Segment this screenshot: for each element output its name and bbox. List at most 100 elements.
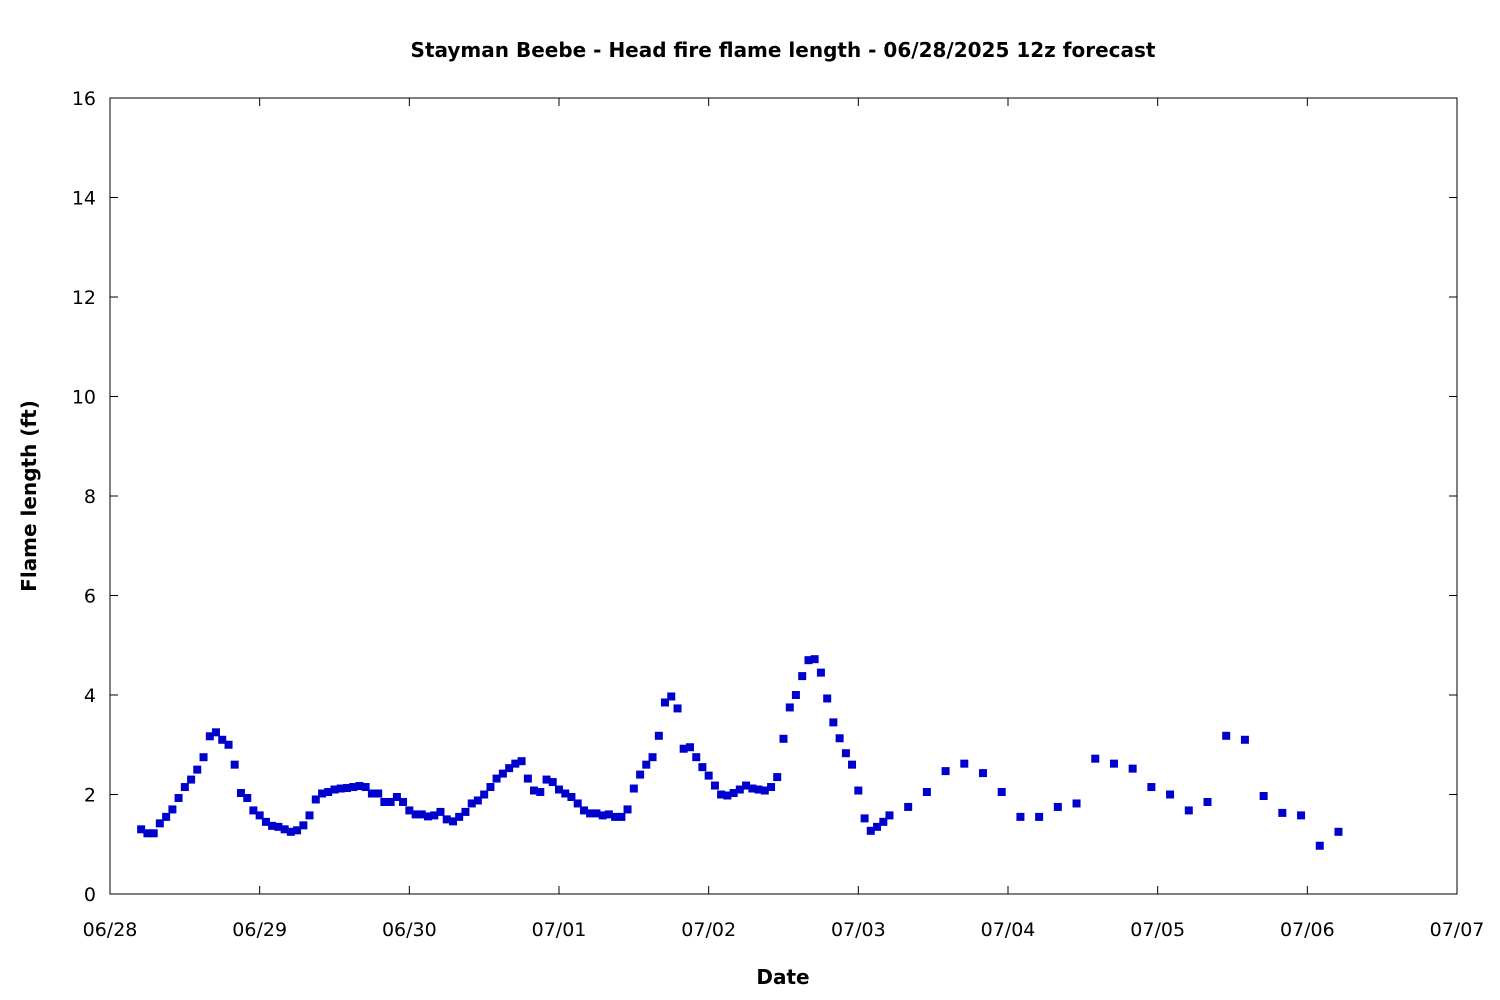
data-point (816, 668, 825, 677)
data-point (498, 769, 507, 778)
data-point (854, 786, 863, 795)
data-point (798, 672, 807, 681)
data-point (505, 764, 514, 773)
data-point (467, 799, 476, 808)
y-tick-label: 6 (84, 586, 96, 608)
data-point (274, 822, 283, 831)
data-point (1091, 754, 1100, 763)
data-point (361, 783, 370, 792)
y-tick-labels: 0 2 4 6 8 10 12 14 16 (72, 88, 96, 906)
data-point (230, 760, 239, 769)
data-point (667, 692, 676, 701)
data-point (193, 765, 202, 774)
data-point (355, 782, 364, 791)
x-tick-label: 07/06 (1280, 919, 1335, 941)
data-point (1278, 808, 1287, 817)
y-tick-label: 16 (72, 88, 96, 110)
data-point (598, 811, 607, 820)
x-tick-label: 06/29 (232, 919, 287, 941)
axis-ticks (109, 97, 1458, 895)
data-point (698, 763, 707, 772)
data-point (299, 821, 308, 830)
data-point (704, 771, 713, 780)
data-point (536, 788, 545, 797)
data-point (660, 698, 669, 707)
data-point (642, 760, 651, 769)
y-tick-label: 2 (84, 785, 96, 807)
x-tick-label: 07/02 (681, 919, 736, 941)
data-point (318, 789, 327, 798)
data-point (342, 784, 351, 793)
data-point (436, 807, 445, 816)
chart-title: Stayman Beebe - Head fire flame length -… (411, 38, 1156, 62)
data-point (305, 811, 314, 820)
data-point (804, 656, 813, 665)
data-point (455, 812, 464, 821)
data-point (791, 691, 800, 699)
data-point (249, 806, 258, 815)
data-point (648, 753, 657, 762)
data-point (742, 781, 751, 790)
data-point (224, 740, 233, 749)
data-point (555, 785, 563, 794)
data-point (149, 829, 158, 838)
data-point (449, 817, 458, 826)
data-point (760, 786, 769, 795)
data-point (1203, 797, 1212, 806)
data-point (330, 785, 339, 794)
data-point (380, 797, 389, 806)
data-point (511, 759, 520, 768)
x-tick-label: 07/01 (532, 919, 587, 941)
data-point (399, 797, 408, 806)
data-point (773, 773, 782, 782)
data-point (411, 810, 420, 819)
data-point (211, 728, 220, 737)
data-point (960, 759, 969, 768)
data-point (623, 805, 632, 814)
data-point (617, 812, 626, 821)
data-point (754, 785, 763, 794)
data-point (586, 809, 595, 818)
data-point (180, 783, 189, 792)
data-point (367, 789, 376, 798)
data-point (685, 743, 694, 752)
data-point (679, 744, 688, 753)
data-point (579, 806, 588, 815)
x-tick-label: 07/03 (831, 919, 886, 941)
data-point (286, 827, 295, 836)
data-point (979, 769, 988, 778)
data-point (199, 753, 208, 762)
data-point (710, 781, 719, 790)
data-point (424, 812, 433, 821)
data-point (673, 704, 682, 713)
data-point (324, 788, 333, 797)
data-point (885, 811, 894, 820)
data-point (530, 786, 539, 795)
data-point (848, 760, 857, 769)
data-point (729, 789, 738, 798)
data-point (392, 792, 401, 801)
data-point (473, 796, 482, 805)
x-tick-label: 07/05 (1130, 919, 1185, 941)
data-point (243, 793, 252, 802)
data-point (1128, 764, 1137, 773)
data-point (1109, 759, 1118, 768)
y-tick-label: 8 (84, 486, 96, 508)
x-tick-label: 06/30 (382, 919, 437, 941)
data-point (168, 805, 177, 814)
data-point (723, 791, 732, 800)
data-point (336, 784, 345, 793)
data-point (692, 753, 701, 762)
data-point (735, 785, 744, 794)
y-axis-label: Flame length (ft) (17, 400, 41, 592)
data-point (611, 812, 620, 821)
y-tick-label: 14 (72, 188, 96, 210)
data-point (261, 817, 270, 826)
data-point (374, 789, 383, 798)
data-point (162, 812, 171, 821)
data-point (218, 735, 227, 744)
data-point (829, 718, 838, 727)
data-point (417, 810, 426, 819)
data-point (293, 826, 302, 835)
